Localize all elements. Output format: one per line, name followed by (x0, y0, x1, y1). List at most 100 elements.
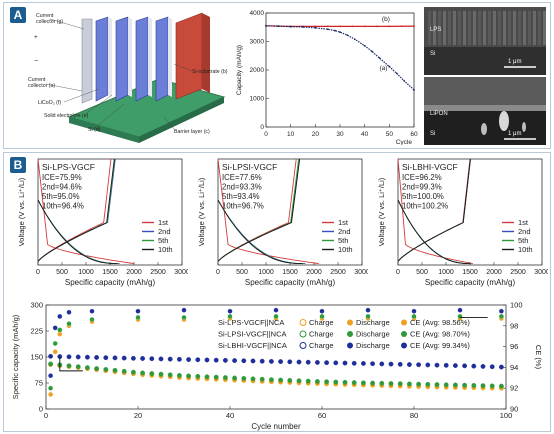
vchart-xtick-label-6: 3000 (174, 269, 188, 276)
cyc-capacity-point-2-71 (370, 361, 375, 367)
sem-grain-7 (463, 11, 466, 45)
cyc-xtick-label-2: 40 (226, 411, 234, 420)
cyc-capacity-point-2-59 (314, 360, 320, 365)
vchart-annotation-1: 2nd=94.6% (42, 183, 82, 192)
chart-a-point-1-5 (326, 28, 329, 31)
fin-2 (135, 16, 149, 102)
chart-a-ytick-label-3: 3000 (250, 39, 265, 46)
vchart-xtick-label-5: 2500 (510, 269, 526, 276)
cycling-performance-chart: 0 20 40 60 80 100 0 75 150 225 300 90 92 94 96 98 100 Cyc… (11, 301, 543, 432)
cyc-legend-ce-swatch-0 (401, 319, 407, 326)
sem-grain-19 (523, 11, 526, 45)
cyc-capacity-point-2-77 (397, 361, 403, 367)
cyc-capacity-point-1-83 (425, 381, 431, 387)
chart-a-point-1-10 (363, 44, 366, 47)
chart-a-series-line-1 (265, 25, 415, 91)
sem-bottom-scale: 1 μm (508, 131, 521, 137)
battery-schematic: + − Current collector (g) Current collec… (28, 12, 228, 143)
cyc-capacity-point-1-19 (131, 369, 136, 375)
cyc-xtick-label-3: 60 (318, 411, 326, 420)
cyc-capacity-point-2-51 (278, 359, 283, 365)
sem-grain-17 (513, 11, 516, 45)
sem-bottom-label-si: Si (430, 131, 435, 137)
vchart-discharge-3 (217, 199, 303, 265)
cyc-ce-point-1-7 (227, 313, 233, 319)
vchart-legend-label-2: 5th (338, 236, 348, 245)
vchart-annotation-0: ICE=75.9% (42, 173, 82, 182)
sem-grain-5 (453, 11, 456, 45)
chart-a-point-1-13 (388, 65, 391, 68)
sem-grain-21 (533, 11, 536, 45)
cyc-ce-point-2-6 (181, 307, 187, 313)
sem-grain-6 (458, 11, 461, 45)
chart-a-ytick-label-4: 4000 (250, 10, 265, 17)
cyc-capacity-point-2-43 (241, 358, 247, 364)
cyc-ce-point-1-0 (48, 385, 54, 391)
voltage-profile-si-lbhi: 0 500 1000 1500 2000 2500 3000 Specific capacit… (377, 158, 548, 287)
chart-a-xtick-label-4: 40 (361, 131, 369, 138)
cyc-capacity-point-2-65 (342, 360, 348, 366)
cyc-capacity-point-2-49 (268, 359, 274, 364)
chart-a-xlabel: Cycle (396, 139, 413, 145)
sem-grain-12 (488, 11, 491, 45)
panel-b-label: B (10, 157, 26, 173)
chart-a-point-1-3 (302, 26, 304, 28)
cyc-capacity-point-1-71 (370, 380, 375, 386)
sem-grain-10 (478, 11, 481, 45)
cyc-legend-label-0: Si-LPS-VGCF||NCA (218, 318, 284, 327)
vchart-annotation-1: 2nd=93.3% (222, 183, 262, 192)
chart-a-xtick-label-2: 20 (312, 131, 320, 138)
cyc-capacity-point-1-47 (259, 376, 265, 382)
cyc-capacity-point-2-93 (471, 363, 477, 369)
chart-a-point-1-6 (334, 29, 336, 32)
cyc-legend-discharge-swatch-0 (347, 319, 353, 326)
vchart-annotation-2: 5th=93.4% (222, 192, 260, 201)
label-solid-electrolyte: Solid electrolyte (e) (44, 113, 89, 119)
sem-grain-23 (543, 11, 546, 45)
cyc-capacity-point-1-41 (232, 375, 238, 381)
cyc-capacity-point-1-89 (452, 382, 458, 388)
sem-grain-2 (438, 11, 441, 45)
cyc-capacity-point-2-35 (204, 357, 210, 363)
cyc-capacity-point-1-35 (204, 374, 210, 380)
cyc-capacity-point-2-69 (360, 361, 366, 366)
cyc-capacity-point-1-21 (140, 370, 146, 376)
cyc-capacity-point-2-23 (149, 356, 155, 362)
cyc-capacity-point-2-79 (406, 362, 412, 367)
chart-a-frame (265, 12, 415, 128)
cyc-ce-point-2-13 (498, 308, 504, 314)
cyc-ytick-label-4: 300 (30, 301, 43, 310)
cyc-capacity-point-1-99 (498, 383, 504, 389)
sem-grain-11 (483, 11, 486, 45)
cyc-ytick-label-1: 75 (35, 379, 43, 388)
sem-grain-3 (443, 11, 446, 45)
vchart-xtick-label-1: 500 (416, 269, 428, 276)
cyc-capacity-point-1-11 (94, 366, 100, 371)
cyc-y2tick-label-1: 92 (510, 384, 518, 393)
cyc-capacity-point-2-29 (176, 356, 182, 362)
cyc-capacity-point-2-55 (296, 359, 302, 365)
fin-side-3 (168, 17, 172, 97)
cyc-capacity-point-1-73 (379, 380, 385, 386)
cyc-capacity-point-2-95 (480, 364, 486, 369)
vchart-xtick-label-0: 0 (396, 269, 400, 276)
vchart-title: Si-LPSI-VGCF (222, 162, 277, 172)
cyc-capacity-point-2-31 (186, 357, 192, 362)
cyc-capacity-point-2-81 (416, 362, 421, 368)
chart-a-ytick-label-0: 0 (260, 124, 264, 131)
vchart-xtick-label-3: 1500 (102, 269, 118, 276)
cyc-capacity-point-1-17 (121, 368, 127, 374)
cyc-capacity-point-2-21 (140, 356, 146, 361)
vchart-charge-3 (397, 158, 471, 262)
vchart-legend-label-0: 1st (158, 218, 169, 227)
vchart-discharge-3 (37, 199, 118, 265)
cyc-capacity-point-2-17 (121, 355, 127, 361)
cyc-ce-point-2-8 (273, 307, 279, 313)
vchart-annotation-3: 10th=96.4% (42, 202, 84, 211)
label-barrier-layer: Barrier layer (c) (174, 129, 210, 135)
cyc-capacity-point-1-31 (186, 373, 192, 379)
vchart-annotation-2: 5th=100.0% (402, 192, 444, 201)
vchart-ylabel: Voltage (V vs. Li⁺/Li) (17, 177, 26, 246)
voltage-profile-si-lpsi: 0 500 1000 1500 2000 2500 3000 Specific capacit… (197, 158, 368, 287)
chart-a-point-1-12 (378, 57, 381, 59)
